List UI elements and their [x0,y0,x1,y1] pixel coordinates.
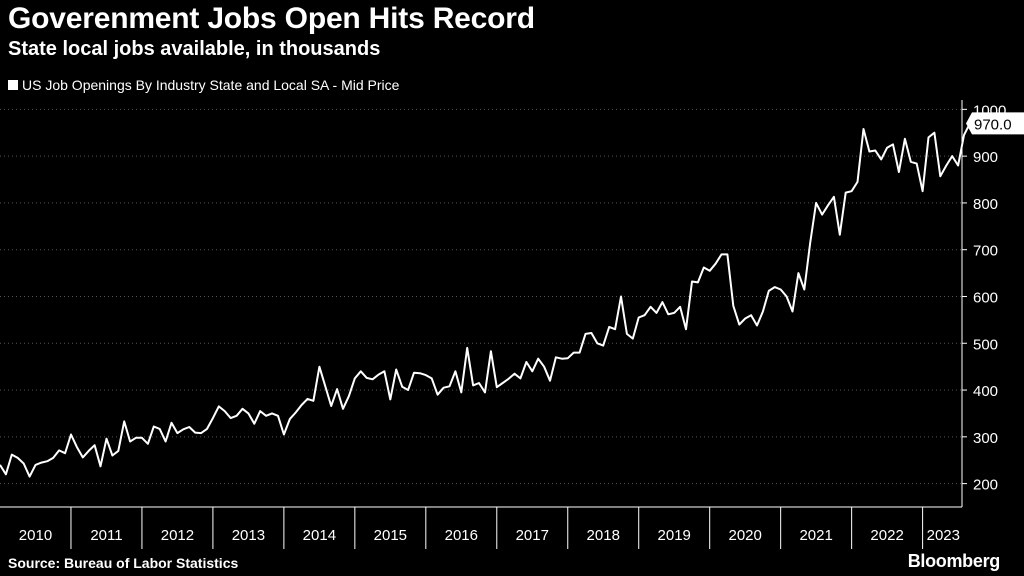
x-tick-label: 2017 [516,527,549,544]
last-value-label: 970.0 [974,116,1012,133]
chart-subtitle: State local jobs available, in thousands [8,38,381,60]
legend-swatch [8,80,18,90]
x-tick-label: 2013 [232,527,265,544]
y-tick-label: 600 [973,289,998,306]
y-tick-label: 200 [973,477,998,494]
gridlines [0,108,962,485]
y-tick-label: 900 [973,149,998,166]
x-tick-label: 2012 [161,527,194,544]
last-value-box [966,112,1024,135]
legend-label: US Job Openings By Industry State and Lo… [22,77,400,93]
y-tick-label: 500 [973,336,998,353]
x-tick-label: 2014 [303,527,336,544]
x-tick-label: 2021 [799,527,832,544]
x-tick-label: 2015 [374,527,407,544]
series-line [0,122,971,478]
x-tick-label: 2016 [445,527,478,544]
x-tick-label: 2018 [587,527,620,544]
y-tick-label: 800 [973,196,998,213]
x-tick-label: 2011 [90,527,122,544]
x-tick-label: 2023 [927,527,960,544]
chart-title: Goverenment Jobs Open Hits Record [8,2,535,35]
x-tick-label: 2022 [870,527,903,544]
source-note: Source: Bureau of Labor Statistics [8,555,239,571]
y-tick-label: 400 [973,383,998,400]
y-tick-label: 700 [973,243,998,260]
x-tick-label: 2019 [658,527,691,544]
x-axis: 2010 2011 2012 2013 2014 2015 2016 2017 2018 2019… [0,506,962,549]
x-tick-label: 2020 [728,527,761,544]
last-value-group: 970.0 [966,112,1024,135]
series-group [0,122,971,478]
bloomberg-logo: Bloomberg [907,551,1001,571]
legend: US Job Openings By Industry State and Lo… [8,77,399,93]
x-tick-label: 2010 [19,527,52,544]
y-tick-label: 300 [973,430,998,447]
